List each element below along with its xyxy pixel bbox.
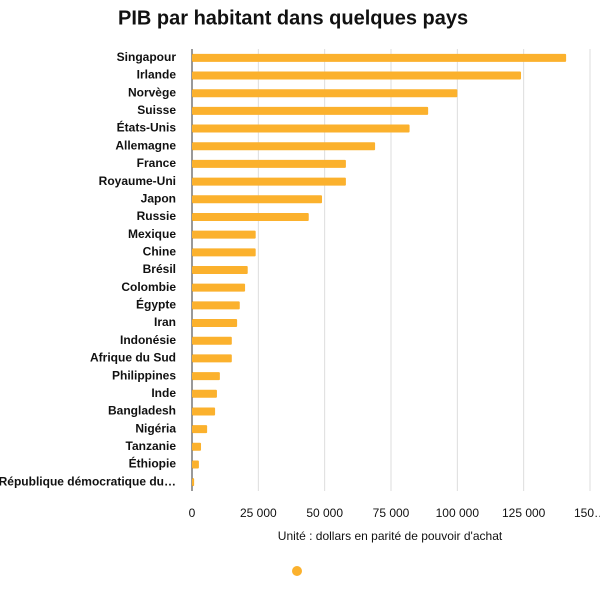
y-tick-label: États-Unis bbox=[117, 120, 177, 135]
y-tick-label: Égypte bbox=[136, 297, 176, 312]
y-tick-label: Japon bbox=[141, 191, 176, 205]
bar bbox=[192, 389, 217, 398]
bar bbox=[192, 159, 346, 168]
x-tick-label: 125 000 bbox=[502, 506, 546, 520]
bar bbox=[192, 266, 248, 274]
y-tick-label: Afrique du Sud bbox=[90, 351, 176, 365]
x-tick-label: 150… bbox=[574, 506, 600, 520]
bar bbox=[192, 407, 216, 416]
y-tick-label: Nigéria bbox=[135, 421, 176, 435]
bar bbox=[192, 89, 458, 98]
bar bbox=[192, 442, 202, 451]
bar bbox=[192, 212, 309, 221]
y-tick-label: République démocratique du… bbox=[0, 474, 176, 488]
bar bbox=[192, 354, 232, 363]
y-tick-label: Chine bbox=[143, 244, 177, 258]
bar bbox=[192, 53, 567, 62]
bar bbox=[192, 106, 429, 115]
bar bbox=[192, 248, 256, 257]
bar bbox=[192, 372, 220, 381]
y-tick-label: Iran bbox=[154, 315, 176, 329]
y-tick-label: Indonésie bbox=[120, 333, 176, 347]
y-tick-label: Singapour bbox=[117, 50, 177, 64]
bar bbox=[192, 425, 208, 434]
bar bbox=[192, 230, 256, 239]
bar bbox=[192, 177, 346, 186]
y-tick-label: Bangladesh bbox=[108, 404, 176, 418]
bar bbox=[192, 460, 199, 469]
y-tick-label: Éthiopie bbox=[129, 456, 177, 471]
y-tick-label: France bbox=[137, 156, 177, 170]
y-tick-label: Tanzanie bbox=[126, 439, 177, 453]
x-axis-label: Unité : dollars en parité de pouvoir d'a… bbox=[278, 529, 503, 543]
y-tick-label: Inde bbox=[151, 386, 176, 400]
y-tick-label: Norvège bbox=[128, 85, 176, 99]
bar bbox=[192, 336, 232, 345]
x-tick-label: 0 bbox=[189, 506, 196, 520]
y-tick-label: Russie bbox=[137, 209, 177, 223]
bar bbox=[192, 142, 376, 151]
bar bbox=[192, 478, 195, 487]
legend-marker bbox=[292, 566, 302, 576]
y-tick-label: Royaume-Uni bbox=[99, 174, 176, 188]
x-tick-label: 50 000 bbox=[306, 506, 343, 520]
y-tick-label: Allemagne bbox=[115, 138, 176, 152]
x-tick-label: 75 000 bbox=[373, 506, 410, 520]
y-tick-label: Colombie bbox=[121, 280, 176, 294]
y-tick-label: Brésil bbox=[143, 262, 176, 276]
x-tick-label: 100 000 bbox=[436, 506, 480, 520]
bar bbox=[192, 195, 323, 204]
y-tick-label: Philippines bbox=[112, 368, 176, 382]
bar bbox=[192, 301, 240, 310]
x-tick-label: 25 000 bbox=[240, 506, 277, 520]
bar bbox=[192, 319, 238, 328]
chart-title: PIB par habitant dans quelques pays bbox=[118, 7, 468, 29]
y-tick-label: Irlande bbox=[137, 68, 177, 82]
bar bbox=[192, 124, 410, 133]
bar bbox=[192, 283, 246, 292]
y-tick-label: Suisse bbox=[137, 103, 176, 117]
y-tick-label: Mexique bbox=[128, 227, 176, 241]
bar bbox=[192, 71, 522, 80]
